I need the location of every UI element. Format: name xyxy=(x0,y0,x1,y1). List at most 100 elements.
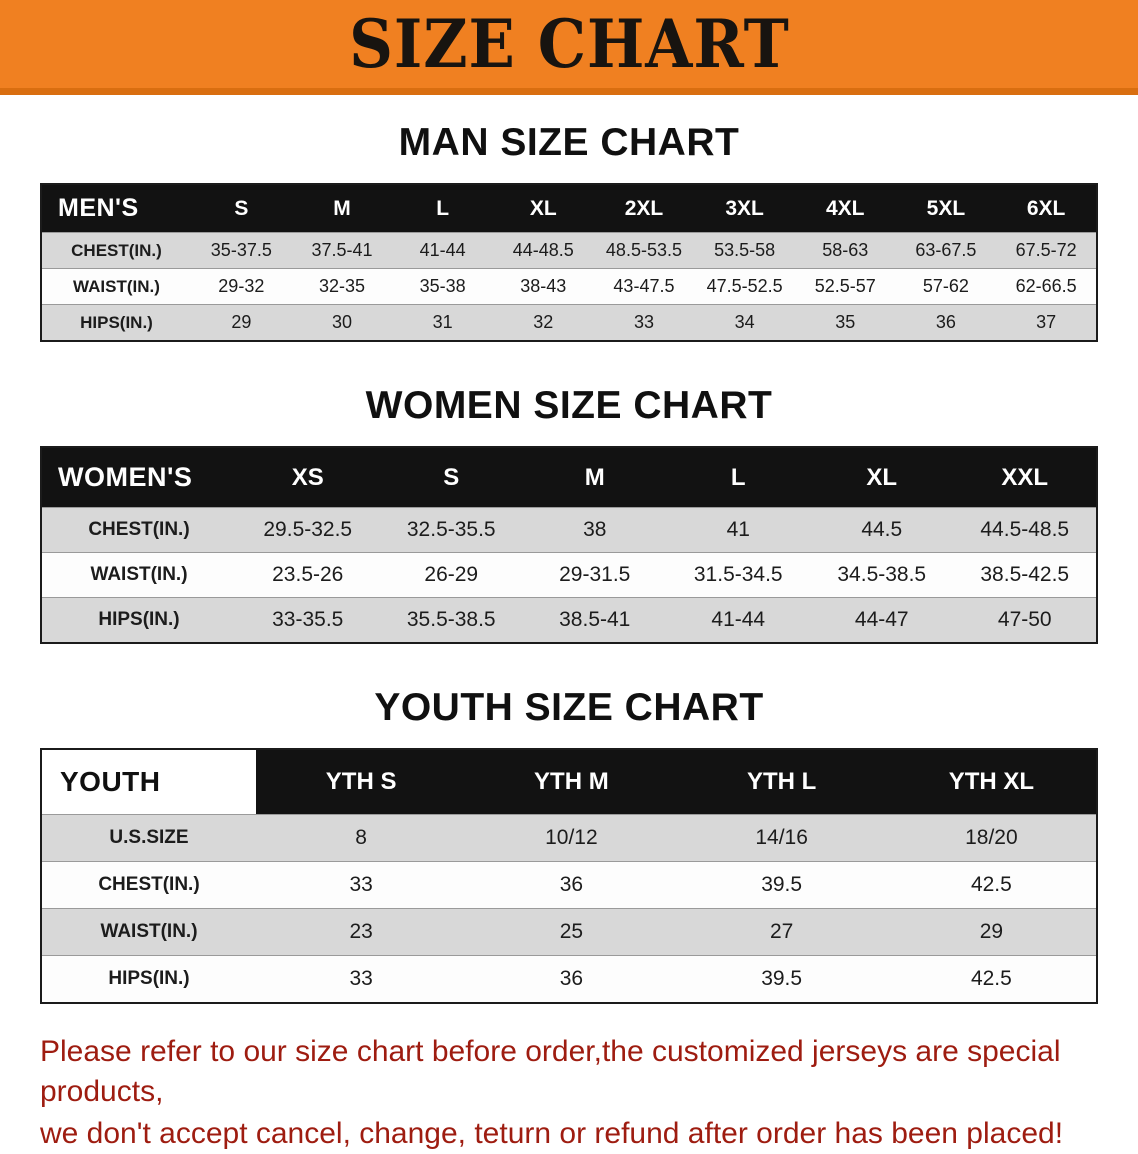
value-cell: 47.5-52.5 xyxy=(694,268,795,305)
value-cell: 44-47 xyxy=(810,597,954,643)
size-header-cell: S xyxy=(191,184,292,233)
value-cell: 32 xyxy=(492,304,594,341)
size-header-cell: M xyxy=(523,447,667,508)
table-row: CHEST(IN.) 33 36 39.5 42.5 xyxy=(41,861,1097,909)
size-header-cell: 2XL xyxy=(593,184,695,233)
value-cell: 35-38 xyxy=(392,268,493,305)
value-cell: 18/20 xyxy=(886,814,1097,862)
value-cell: 36 xyxy=(466,861,677,909)
value-cell: 25 xyxy=(466,908,677,956)
men-section-heading: MAN SIZE CHART xyxy=(398,121,740,164)
table-row: HIPS(IN.) 33 36 39.5 42.5 xyxy=(41,955,1097,1003)
row-label-cell: WAIST(IN.) xyxy=(41,268,191,305)
row-label-cell: HIPS(IN.) xyxy=(41,597,236,643)
size-header-cell: L xyxy=(392,184,493,233)
value-cell: 52.5-57 xyxy=(794,268,896,305)
value-cell: 33 xyxy=(256,955,467,1003)
size-header-cell: YTH M xyxy=(466,749,677,815)
row-label-cell: HIPS(IN.) xyxy=(41,304,191,341)
row-label-cell: WAIST(IN.) xyxy=(41,552,236,598)
table-row: CHEST(IN.) 29.5-32.5 32.5-35.5 38 41 44.5 44.5… xyxy=(41,507,1097,553)
row-label-cell: CHEST(IN.) xyxy=(41,507,236,553)
value-cell: 37.5-41 xyxy=(291,232,393,269)
value-cell: 41-44 xyxy=(392,232,493,269)
value-cell: 48.5-53.5 xyxy=(593,232,695,269)
value-cell: 29 xyxy=(191,304,292,341)
value-cell: 26-29 xyxy=(379,552,523,598)
value-cell: 58-63 xyxy=(794,232,896,269)
size-header-cell: YTH S xyxy=(256,749,467,815)
value-cell: 33 xyxy=(593,304,695,341)
size-header-cell: M xyxy=(291,184,393,233)
size-header-cell: XXL xyxy=(953,447,1097,508)
value-cell: 33-35.5 xyxy=(236,597,380,643)
size-header-cell: YTH L xyxy=(676,749,887,815)
value-cell: 43-47.5 xyxy=(593,268,695,305)
value-cell: 30 xyxy=(291,304,393,341)
value-cell: 31.5-34.5 xyxy=(666,552,810,598)
table-row: WAIST(IN.) 23 25 27 29 xyxy=(41,908,1097,956)
value-cell: 33 xyxy=(256,861,467,909)
banner: SIZE CHART xyxy=(0,0,1138,95)
value-cell: 10/12 xyxy=(466,814,677,862)
value-cell: 36 xyxy=(895,304,997,341)
value-cell: 35-37.5 xyxy=(191,232,292,269)
table-title-cell: WOMEN'S xyxy=(41,447,236,508)
table-title-cell: MEN'S xyxy=(41,184,191,233)
table-header-row: WOMEN'S XS S M L XL XXL xyxy=(41,447,1097,508)
table-row: WAIST(IN.) 23.5-26 26-29 29-31.5 31.5-34.5 34… xyxy=(41,552,1097,598)
value-cell: 35.5-38.5 xyxy=(379,597,523,643)
size-header-cell: S xyxy=(379,447,523,508)
value-cell: 34 xyxy=(694,304,795,341)
value-cell: 37 xyxy=(996,304,1097,341)
youth-size-section: YOUTH SIZE CHART YOUTH YTH S YTH M YTH L YTH… xyxy=(0,686,1138,1004)
value-cell: 32.5-35.5 xyxy=(379,507,523,553)
table-title-cell: YOUTH xyxy=(41,749,256,815)
value-cell: 41-44 xyxy=(666,597,810,643)
women-size-table: WOMEN'S XS S M L XL XXL CHEST(IN.) 29.5-32.5 32.5… xyxy=(40,446,1098,644)
women-section-heading: WOMEN SIZE CHART xyxy=(365,384,773,427)
value-cell: 67.5-72 xyxy=(996,232,1097,269)
row-label-cell: U.S.SIZE xyxy=(41,814,256,862)
size-header-cell: 4XL xyxy=(794,184,896,233)
footer-notice: Please refer to our size chart before or… xyxy=(0,1032,1138,1154)
value-cell: 29 xyxy=(886,908,1097,956)
row-label-cell: CHEST(IN.) xyxy=(41,232,191,269)
size-header-cell: YTH XL xyxy=(886,749,1097,815)
row-label-cell: CHEST(IN.) xyxy=(41,861,256,909)
value-cell: 35 xyxy=(794,304,896,341)
value-cell: 42.5 xyxy=(886,861,1097,909)
value-cell: 27 xyxy=(676,908,887,956)
page-title: SIZE CHART xyxy=(348,5,790,83)
value-cell: 63-67.5 xyxy=(895,232,997,269)
value-cell: 44-48.5 xyxy=(492,232,594,269)
size-header-cell: XS xyxy=(236,447,380,508)
size-header-cell: XL xyxy=(492,184,594,233)
table-header-row: MEN'S S M L XL 2XL 3XL 4XL 5XL 6XL xyxy=(41,184,1097,233)
men-size-section: MAN SIZE CHART MEN'S S M L XL 2XL 3XL 4XL 5XL 6XL… xyxy=(0,121,1138,342)
size-header-cell: XL xyxy=(810,447,954,508)
men-size-table: MEN'S S M L XL 2XL 3XL 4XL 5XL 6XL CHEST(IN.) 35-37… xyxy=(40,183,1098,342)
value-cell: 41 xyxy=(666,507,810,553)
value-cell: 23.5-26 xyxy=(236,552,380,598)
value-cell: 38-43 xyxy=(492,268,594,305)
size-header-cell: 5XL xyxy=(895,184,997,233)
size-header-cell: 3XL xyxy=(694,184,795,233)
table-row: HIPS(IN.) 29 30 31 32 33 34 35 36 37 xyxy=(41,304,1097,341)
table-row: WAIST(IN.) 29-32 32-35 35-38 38-43 43-47.5 47.… xyxy=(41,268,1097,305)
row-label-cell: HIPS(IN.) xyxy=(41,955,256,1003)
value-cell: 39.5 xyxy=(676,861,887,909)
row-label-cell: WAIST(IN.) xyxy=(41,908,256,956)
youth-section-heading: YOUTH SIZE CHART xyxy=(374,686,764,729)
value-cell: 34.5-38.5 xyxy=(810,552,954,598)
value-cell: 38 xyxy=(523,507,667,553)
value-cell: 47-50 xyxy=(953,597,1097,643)
size-header-cell: L xyxy=(666,447,810,508)
value-cell: 62-66.5 xyxy=(996,268,1097,305)
women-size-section: WOMEN SIZE CHART WOMEN'S XS S M L XL XXL CHEST(… xyxy=(0,384,1138,644)
value-cell: 36 xyxy=(466,955,677,1003)
value-cell: 38.5-41 xyxy=(523,597,667,643)
notice-line-1: Please refer to our size chart before or… xyxy=(40,1035,1061,1108)
value-cell: 38.5-42.5 xyxy=(953,552,1097,598)
